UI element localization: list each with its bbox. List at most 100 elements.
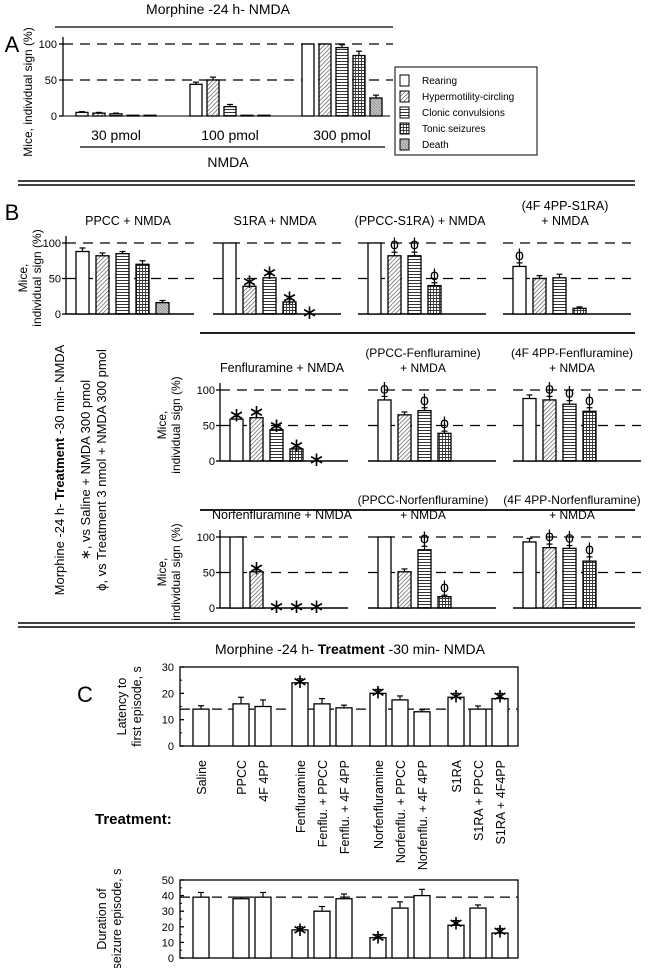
panel-a-bar-hypermotility xyxy=(206,79,220,117)
panel-b-bar-hypermotility xyxy=(387,255,402,315)
panel-c-duration-bar xyxy=(313,910,331,959)
panel-c-category-label: Norfenflu. + 4F 4PP xyxy=(416,760,430,870)
panel-b-bar-hypermotility xyxy=(542,399,557,462)
phi-marker: ϕ xyxy=(545,380,554,397)
panel-a-group-label: 300 pmol xyxy=(313,127,371,143)
panel-c-latency-bar xyxy=(413,711,431,747)
legend-swatch-hypermotility xyxy=(399,90,410,103)
asterisk-marker: ∗ xyxy=(288,435,305,457)
asterisk-marker: ∗ xyxy=(281,287,298,309)
panel-b-bar-clonic xyxy=(417,409,432,462)
panel-b-ytick-label: 50 xyxy=(203,421,215,433)
panel-a-bar-rearing xyxy=(301,43,315,117)
panel-b-ytick-label: 50 xyxy=(203,568,215,580)
panel-b-protocol-note-part: Morphine -24 h- xyxy=(52,500,67,595)
asterisk-marker: ∗ xyxy=(301,302,318,324)
asterisk-marker: ∗ xyxy=(268,596,285,618)
panel-b-bar-tonic xyxy=(427,284,442,315)
panel-b-bar-clonic xyxy=(417,549,432,609)
asterisk-marker: ∗ xyxy=(228,404,245,426)
panel-c-latency-bar xyxy=(232,703,250,747)
panel-b-bar-rearing xyxy=(377,536,392,609)
panel-b-bar-rearing xyxy=(522,397,537,462)
panel-b-bar-clonic xyxy=(562,403,577,462)
panel-b-bar-clonic xyxy=(562,547,577,609)
panel-c-duration-ytick-label: 20 xyxy=(162,922,174,934)
asterisk-marker: ∗ xyxy=(492,920,509,942)
panel-b-bar-tonic xyxy=(582,410,597,462)
panel-c-category-label: Norfenflu. + PPCC xyxy=(394,760,408,863)
panel-c-duration-bar xyxy=(335,898,353,959)
panel-b-bar-clonic xyxy=(552,277,567,315)
panel-b-ylabel: individual sign (%) xyxy=(169,376,183,473)
panel-b-subplot-title: S1RA + NMDA xyxy=(233,214,317,228)
panel-b-bar-rearing xyxy=(367,242,382,315)
panel-b-subplot-title: (PPCC-Norfenfluramine) xyxy=(358,493,489,507)
panel-a-bar-hypermotility xyxy=(92,112,106,117)
panel-c-duration-bar xyxy=(469,907,487,959)
panel-a-group-label: 100 pmol xyxy=(201,127,259,143)
panel-b-bar-clonic xyxy=(407,255,422,315)
panel-b-bar-rearing xyxy=(222,242,237,315)
panel-b-ylabel: individual sign (%) xyxy=(30,229,44,326)
phi-marker: ϕ xyxy=(545,528,554,545)
panel-c-latency-ylabel: Latency to xyxy=(115,678,129,736)
legend-swatch-death xyxy=(399,138,410,151)
panel-b-subplot-title: + NMDA xyxy=(400,508,446,522)
asterisk-marker: ∗ xyxy=(248,558,265,580)
panel-b-bar-hypermotility xyxy=(95,255,110,315)
phi-marker: ϕ xyxy=(390,236,399,253)
panel-c-latency-bar xyxy=(254,705,272,747)
panel-b-subplot-title: + NMDA xyxy=(549,508,595,522)
panel-b-ytick-label: 100 xyxy=(197,385,215,397)
panel-c-latency-bar xyxy=(313,703,331,747)
panel-b-bar-hypermotility xyxy=(397,414,412,462)
panel-b-subplot-title: (4F 4PP-Norfenfluramine) xyxy=(503,493,640,507)
panel-c-duration-ytick-label: 30 xyxy=(162,906,174,918)
panel-c-category-label: Fenflu. + PPCC xyxy=(316,760,330,847)
panel-b-bar-rearing xyxy=(512,265,527,315)
panel-c-title: Morphine -24 h- Treatment -30 min- NMDA xyxy=(215,641,486,657)
panel-b-bar-rearing xyxy=(377,399,392,462)
panel-b-ytick-label: 0 xyxy=(209,456,215,468)
panel-b-ytick-label: 50 xyxy=(49,274,61,286)
panel-c-latency-bar xyxy=(192,708,210,747)
panel-b-subplot-title: (PPCC-S1RA) + NMDA xyxy=(355,214,487,228)
panel-b-ylabel: Mice, xyxy=(155,411,169,440)
legend-label: Hypermotility-circling xyxy=(422,92,514,103)
panel-b-protocol-note: Morphine -24 h- Treatment -30 min- NMDA xyxy=(52,344,67,595)
panel-c-title-part: Treatment xyxy=(318,641,385,657)
panel-b-bar-tonic xyxy=(437,432,452,462)
panel-b-protocol-note-part: Treatment xyxy=(52,437,67,500)
panel-b-subplot-title: (PPCC-Fenfluramine) xyxy=(365,346,480,360)
phi-marker: ϕ xyxy=(440,415,449,432)
legend-swatch-clonic xyxy=(399,106,410,119)
panel-c-duration-ytick-label: 50 xyxy=(162,875,174,887)
panel-c-duration-ytick-label: 10 xyxy=(162,937,174,949)
panel-c-duration-bar xyxy=(391,907,409,959)
panel-b-ytick-label: 100 xyxy=(197,532,215,544)
panel-b-subplot-title: + NMDA xyxy=(549,361,595,375)
panel-b-bar-tonic xyxy=(572,307,587,315)
panel-b-subplot-title: (4F 4PP-S1RA) xyxy=(522,199,609,213)
panel-c-category-label: 4F 4PP xyxy=(257,760,271,802)
panel-b-subplot-title: + NMDA xyxy=(541,214,589,228)
panel-a-ytick-label: 50 xyxy=(45,75,57,87)
panel-c-latency-ylabel: first episode, s xyxy=(130,666,144,747)
panel-c-latency-ytick-label: 20 xyxy=(162,688,174,700)
panel-b-protocol-note-part: -30 min- NMDA xyxy=(52,344,67,438)
panel-a-bar-death xyxy=(257,114,271,117)
panel-a-bar-tonic xyxy=(126,114,140,117)
panel-c-category-label: Norfenfluramine xyxy=(372,760,386,849)
phi-marker: ϕ xyxy=(585,392,594,409)
legend-label: Rearing xyxy=(422,76,457,87)
panel-b-bar-clonic xyxy=(115,252,130,315)
panel-b-ylabel: Mice, xyxy=(16,264,30,293)
panel-c-title-part: Morphine -24 h- xyxy=(215,641,318,657)
legend-label: Death xyxy=(422,140,449,151)
panel-c-latency-ytick-label: 0 xyxy=(168,741,174,753)
panel-c-latency-bar xyxy=(335,707,353,747)
panel-c-duration-ylabel: seizure episode, s xyxy=(110,869,124,968)
